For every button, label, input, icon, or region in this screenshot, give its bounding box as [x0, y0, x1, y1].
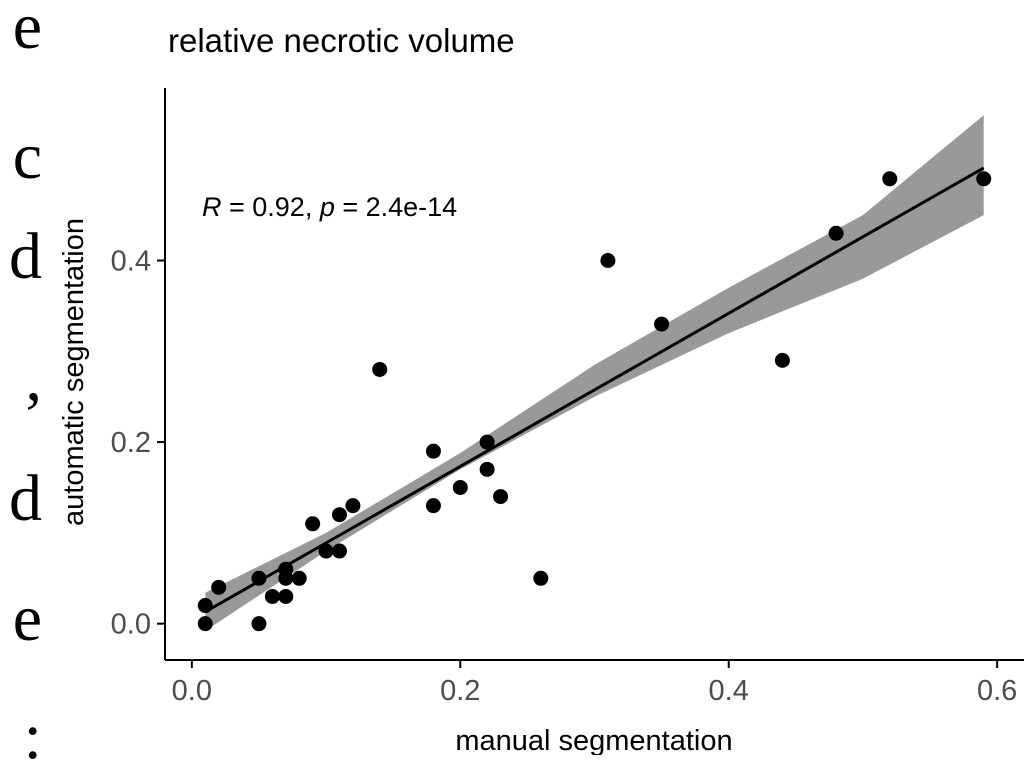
- y-tick-label: 0.4: [111, 246, 151, 278]
- data-point: [479, 461, 495, 477]
- data-point: [305, 516, 321, 532]
- scatter-chart: relative necrotic volume 0.0 0.2 0.4 0.60.0…: [58, 22, 1024, 755]
- data-point: [331, 543, 347, 559]
- data-point: [251, 616, 267, 632]
- p-value: = 2.4e-14: [335, 192, 457, 222]
- data-point: [774, 352, 790, 368]
- plot-area: 0.0 0.2 0.4 0.6 0.0 0.2 0.4: [111, 88, 1024, 707]
- data-point: [197, 598, 213, 614]
- chart-title: relative necrotic volume: [168, 22, 515, 59]
- side-text-line: d: [9, 462, 42, 535]
- data-point: [197, 616, 213, 632]
- side-text-column: e c d , d e :: [0, 0, 43, 770]
- data-point: [493, 489, 509, 505]
- data-point: [882, 171, 898, 187]
- side-text-line: :: [23, 700, 42, 773]
- data-point: [425, 443, 441, 459]
- x-tick-label: 0.2: [440, 675, 480, 707]
- data-point: [533, 570, 549, 586]
- x-tick-label: 0.6: [977, 675, 1017, 707]
- data-point: [345, 498, 361, 514]
- data-point: [600, 253, 616, 269]
- y-tick-label: 0.0: [111, 609, 151, 641]
- data-point: [264, 588, 280, 604]
- x-axis-title: manual segmentation: [455, 725, 732, 755]
- data-point: [278, 561, 294, 577]
- data-point: [251, 570, 267, 586]
- y-tick-label: 0.2: [111, 427, 151, 459]
- data-point: [479, 434, 495, 450]
- correlation-annotation: R = 0.92, p = 2.4e-14: [202, 192, 457, 222]
- r-symbol: R: [202, 192, 222, 222]
- data-point: [291, 570, 307, 586]
- x-tick-label: 0.0: [172, 675, 212, 707]
- r-value: = 0.92,: [222, 192, 320, 222]
- side-text-line: e: [12, 582, 42, 655]
- data-point: [425, 498, 441, 514]
- side-text-line: c: [12, 120, 42, 193]
- data-point: [976, 171, 992, 187]
- data-point: [828, 225, 844, 241]
- data-point: [318, 543, 334, 559]
- y-axis-title: automatic segmentation: [58, 218, 90, 526]
- side-text-line: d: [9, 220, 42, 293]
- data-point: [278, 588, 294, 604]
- data-point: [211, 579, 227, 595]
- data-point: [331, 507, 347, 523]
- data-point: [372, 361, 388, 377]
- x-tick-label: 0.4: [709, 675, 749, 707]
- side-text-line: ,: [25, 342, 43, 415]
- p-symbol: p: [319, 192, 335, 222]
- side-text-line: e: [12, 0, 42, 63]
- data-point: [654, 316, 670, 332]
- data-point: [452, 479, 468, 495]
- regression-line: [204, 166, 985, 614]
